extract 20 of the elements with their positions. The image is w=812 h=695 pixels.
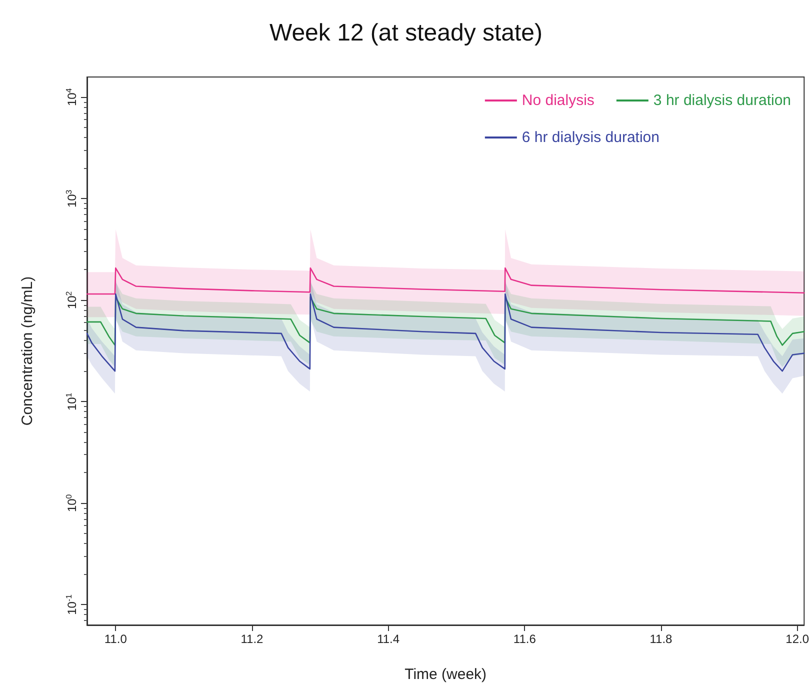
line-series (86, 267, 805, 295)
x-axis-title: Time (week) (404, 666, 487, 683)
legend-label: 3 hr dialysis duration (653, 92, 792, 109)
x-tick-label: 11.0 (104, 632, 128, 646)
x-tick-label: 11.8 (650, 632, 673, 646)
y-axis-title: Concentration (ng/mL) (19, 276, 36, 426)
x-tick-label: 11.2 (240, 632, 264, 646)
x-tick-label: 12.0 (786, 632, 810, 646)
y-tick-label: 100 (64, 494, 79, 512)
y-tick-label: 10-1 (64, 594, 79, 615)
y-tick-label: 103 (64, 189, 79, 208)
legend-label: No dialysis (522, 92, 594, 109)
x-tick-label: 11.4 (377, 632, 400, 646)
x-tick-label: 11.6 (513, 632, 536, 646)
y-tick-label: 102 (64, 290, 79, 310)
legend-label: 6 hr dialysis duration (522, 129, 660, 146)
y-tick-label: 104 (64, 88, 79, 106)
line-series (86, 293, 805, 372)
y-tick-label: 101 (64, 392, 79, 411)
chart-title: Week 12 (at steady state) (269, 20, 543, 46)
